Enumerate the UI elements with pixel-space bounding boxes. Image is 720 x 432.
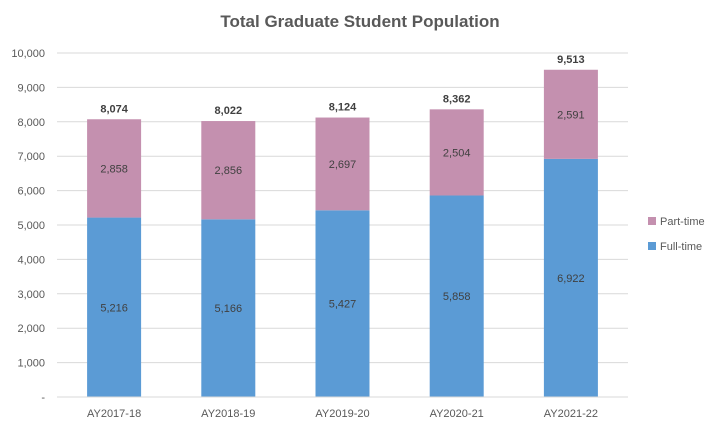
y-tick-label: 8,000 [17, 117, 45, 129]
data-label: 5,166 [215, 303, 243, 315]
total-label: 8,362 [443, 93, 471, 105]
bar-part-time [201, 121, 256, 220]
x-axis: AY2017-18 AY2018-19 AY2019-20 AY2020-21 AY20… [57, 396, 628, 420]
data-label: 2,697 [329, 159, 357, 171]
y-tick-label: 6,000 [17, 186, 45, 198]
y-tick-label: 2,000 [17, 323, 45, 335]
legend: Part-time Full-time [648, 216, 705, 253]
total-label: 8,124 [329, 102, 357, 114]
y-tick-label: 10,000 [11, 48, 45, 60]
bar-part-time [543, 69, 598, 159]
y-axis: - 1,000 2,000 3,000 4,000 5,000 6,000 7,000 8,00… [11, 48, 45, 404]
data-label: 2,591 [557, 109, 585, 121]
data-label: 5,216 [100, 302, 128, 314]
y-tick-label: 9,000 [17, 82, 45, 94]
bar-full-time [315, 210, 370, 397]
bar-part-time [315, 117, 370, 211]
x-tick-label: AY2021-22 [544, 408, 598, 420]
data-label: 2,856 [215, 165, 243, 177]
x-tick-label: AY2019-20 [315, 408, 369, 420]
y-tick-label: 7,000 [17, 151, 45, 163]
data-label: 2,504 [443, 147, 471, 159]
y-tick-label: 1,000 [17, 358, 45, 370]
legend-swatch [648, 242, 656, 250]
y-tick-label: 5,000 [17, 220, 45, 232]
y-tick-label: - [41, 392, 45, 404]
legend-label: Full-time [660, 241, 702, 253]
total-label: 8,022 [215, 105, 243, 117]
bars: 5,216 2,858 8,074 5,166 2,856 8,022 5,427 2,697… [87, 54, 598, 397]
x-tick-label: AY2020-21 [430, 408, 484, 420]
bar-part-time [429, 109, 484, 196]
bar-full-time [429, 195, 484, 397]
legend-label: Part-time [660, 216, 705, 228]
y-tick-label: 4,000 [17, 254, 45, 266]
bar-full-time [87, 217, 142, 397]
total-label: 9,513 [557, 54, 585, 66]
total-label: 8,074 [100, 103, 128, 115]
data-label: 5,858 [443, 291, 471, 303]
bar-part-time [87, 119, 142, 218]
data-label: 6,922 [557, 273, 585, 285]
y-tick-label: 3,000 [17, 289, 45, 301]
x-tick-label: AY2017-18 [87, 408, 141, 420]
x-tick-label: AY2018-19 [201, 408, 255, 420]
chart-title: Total Graduate Student Population [220, 12, 499, 31]
bar-full-time [201, 219, 256, 397]
data-label: 2,858 [100, 163, 128, 175]
legend-swatch [648, 217, 656, 225]
bar-full-time [543, 158, 598, 397]
data-label: 5,427 [329, 299, 357, 311]
